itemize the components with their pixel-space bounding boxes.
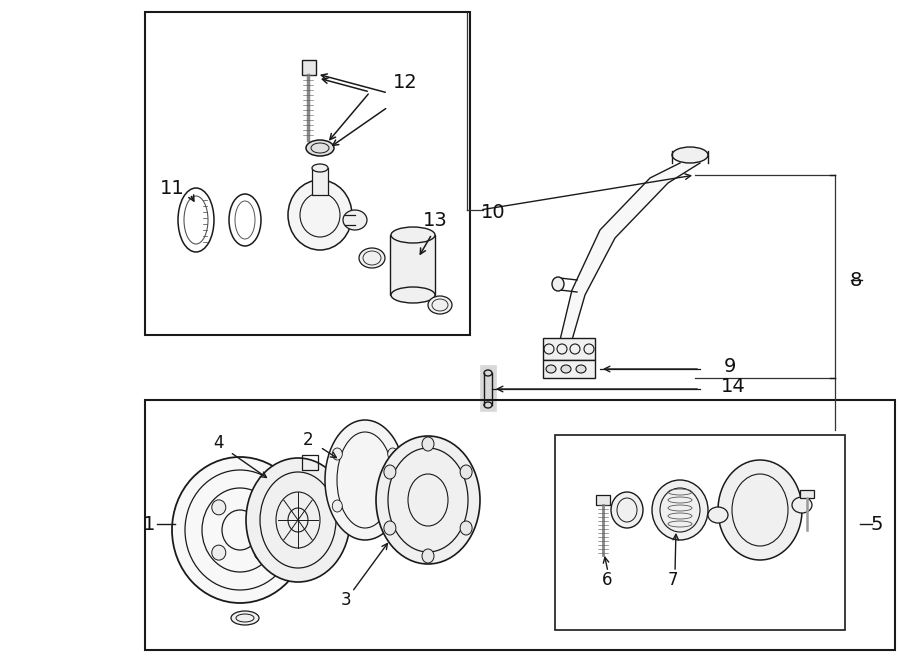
Ellipse shape	[546, 365, 556, 373]
Ellipse shape	[384, 521, 396, 535]
Ellipse shape	[288, 180, 352, 250]
Ellipse shape	[212, 545, 226, 560]
Bar	[800, 490, 814, 498]
Text: 2: 2	[302, 431, 313, 449]
Bar	[596, 495, 610, 505]
Ellipse shape	[332, 448, 342, 460]
Ellipse shape	[422, 549, 434, 563]
Text: 12: 12	[392, 73, 418, 93]
Text: 10: 10	[481, 204, 505, 223]
Text: 13: 13	[423, 210, 447, 229]
Ellipse shape	[460, 521, 473, 535]
Ellipse shape	[246, 458, 350, 582]
Bar	[145, 400, 895, 650]
Bar	[543, 360, 595, 378]
Ellipse shape	[391, 287, 435, 303]
Bar	[145, 12, 470, 335]
Text: 8: 8	[850, 270, 862, 290]
Ellipse shape	[672, 147, 708, 163]
Ellipse shape	[576, 365, 586, 373]
Bar	[302, 60, 316, 75]
Bar	[390, 235, 435, 295]
Ellipse shape	[460, 465, 473, 479]
Ellipse shape	[359, 248, 385, 268]
Ellipse shape	[428, 296, 452, 314]
Polygon shape	[560, 163, 700, 340]
Ellipse shape	[306, 140, 334, 156]
Bar	[555, 435, 845, 630]
Ellipse shape	[231, 611, 259, 625]
Text: 5: 5	[871, 514, 883, 533]
Ellipse shape	[384, 465, 396, 479]
Ellipse shape	[652, 480, 708, 540]
Text: 4: 4	[212, 434, 223, 452]
Bar	[302, 455, 318, 470]
Ellipse shape	[254, 500, 268, 515]
Bar	[312, 168, 328, 195]
Ellipse shape	[376, 436, 480, 564]
Ellipse shape	[343, 210, 367, 230]
Bar	[543, 338, 595, 360]
Ellipse shape	[561, 365, 571, 373]
Text: 9: 9	[724, 356, 736, 375]
Text: 3: 3	[341, 591, 351, 609]
Ellipse shape	[792, 497, 812, 513]
Text: 11: 11	[159, 178, 184, 198]
Ellipse shape	[388, 448, 398, 460]
Ellipse shape	[552, 277, 564, 291]
Ellipse shape	[212, 500, 226, 515]
Ellipse shape	[254, 545, 268, 560]
Text: 7: 7	[668, 571, 679, 589]
Text: 14: 14	[721, 377, 745, 397]
Ellipse shape	[388, 500, 398, 512]
Text: 6: 6	[602, 571, 612, 589]
Ellipse shape	[325, 420, 405, 540]
Ellipse shape	[391, 227, 435, 243]
Ellipse shape	[312, 164, 328, 172]
Ellipse shape	[708, 507, 728, 523]
Ellipse shape	[422, 437, 434, 451]
Ellipse shape	[332, 500, 342, 512]
Ellipse shape	[718, 460, 802, 560]
Ellipse shape	[611, 492, 643, 528]
Ellipse shape	[172, 457, 308, 603]
Text: 1: 1	[143, 514, 155, 533]
